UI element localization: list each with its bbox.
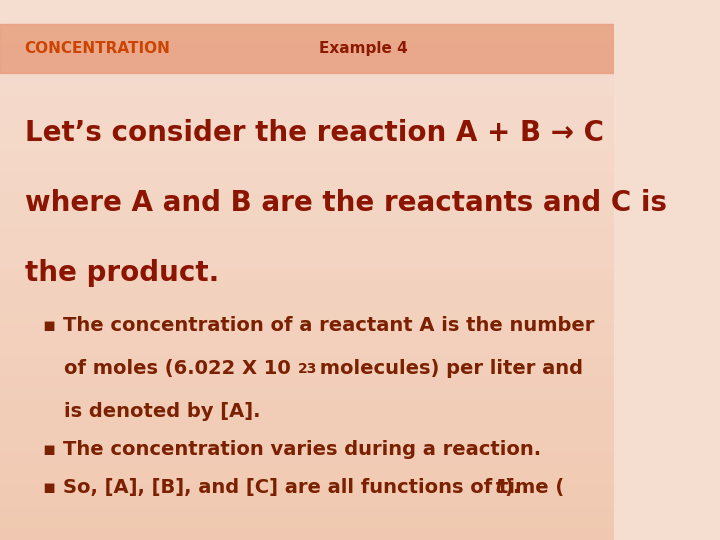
Text: CONCENTRATION: CONCENTRATION [24,41,171,56]
Bar [0,443,613,454]
Bar [0,421,613,432]
Bar [0,86,613,97]
Text: ▪ The concentration of a reactant A is the number: ▪ The concentration of a reactant A is t… [43,316,594,335]
Bar [0,335,613,346]
Bar [0,216,613,227]
Bar [0,486,613,497]
Bar [0,173,613,184]
Bar [0,356,613,367]
Text: ▪ The concentration varies during a reaction.: ▪ The concentration varies during a reac… [43,440,541,459]
Bar [0,324,613,335]
Bar [0,389,613,400]
Bar [0,346,613,356]
Bar [0,76,613,86]
Text: ▪ So, [A], [B], and [C] are all functions of time (: ▪ So, [A], [B], and [C] are all function… [43,478,564,497]
Bar [0,119,613,130]
Bar [0,400,613,410]
Text: where A and B are the reactants and C is: where A and B are the reactants and C is [24,189,667,217]
Bar [0,140,613,151]
Bar [0,32,613,43]
Bar [0,11,613,22]
Bar [0,454,613,464]
Bar [0,410,613,421]
Bar [0,464,613,475]
Bar [0,292,613,302]
Bar [0,54,613,65]
Bar [0,108,613,119]
Text: t: t [494,478,503,497]
Bar [0,248,613,259]
Bar [0,475,613,486]
Bar [0,97,613,108]
Text: ).: ). [505,478,521,497]
Bar [0,162,613,173]
Text: is denoted by [A].: is denoted by [A]. [64,402,261,421]
Bar [0,302,613,313]
Bar [0,227,613,238]
Bar [0,378,613,389]
Bar [0,65,613,76]
Bar [0,313,613,324]
Bar [0,194,613,205]
Bar [0,518,613,529]
Bar [0,238,613,248]
Bar [0,184,613,194]
Bar [0,508,613,518]
Bar [0,367,613,378]
Bar [0,432,613,443]
Text: the product.: the product. [24,259,219,287]
Bar [0,151,613,162]
Bar [0,130,613,140]
Bar [0,205,613,216]
Bar [0,43,613,54]
Bar [0,497,613,508]
Text: Let’s consider the reaction A + B → C: Let’s consider the reaction A + B → C [24,119,603,147]
Text: of moles (6.022 X 10: of moles (6.022 X 10 [64,359,291,378]
Text: 23: 23 [297,362,317,376]
Bar [0,281,613,292]
Bar [0,22,613,32]
Bar [0,270,613,281]
Bar [0,24,613,73]
Bar [0,259,613,270]
Text: molecules) per liter and: molecules) per liter and [313,359,583,378]
Text: Example 4: Example 4 [319,41,408,56]
Bar [0,0,613,11]
Bar [0,529,613,540]
